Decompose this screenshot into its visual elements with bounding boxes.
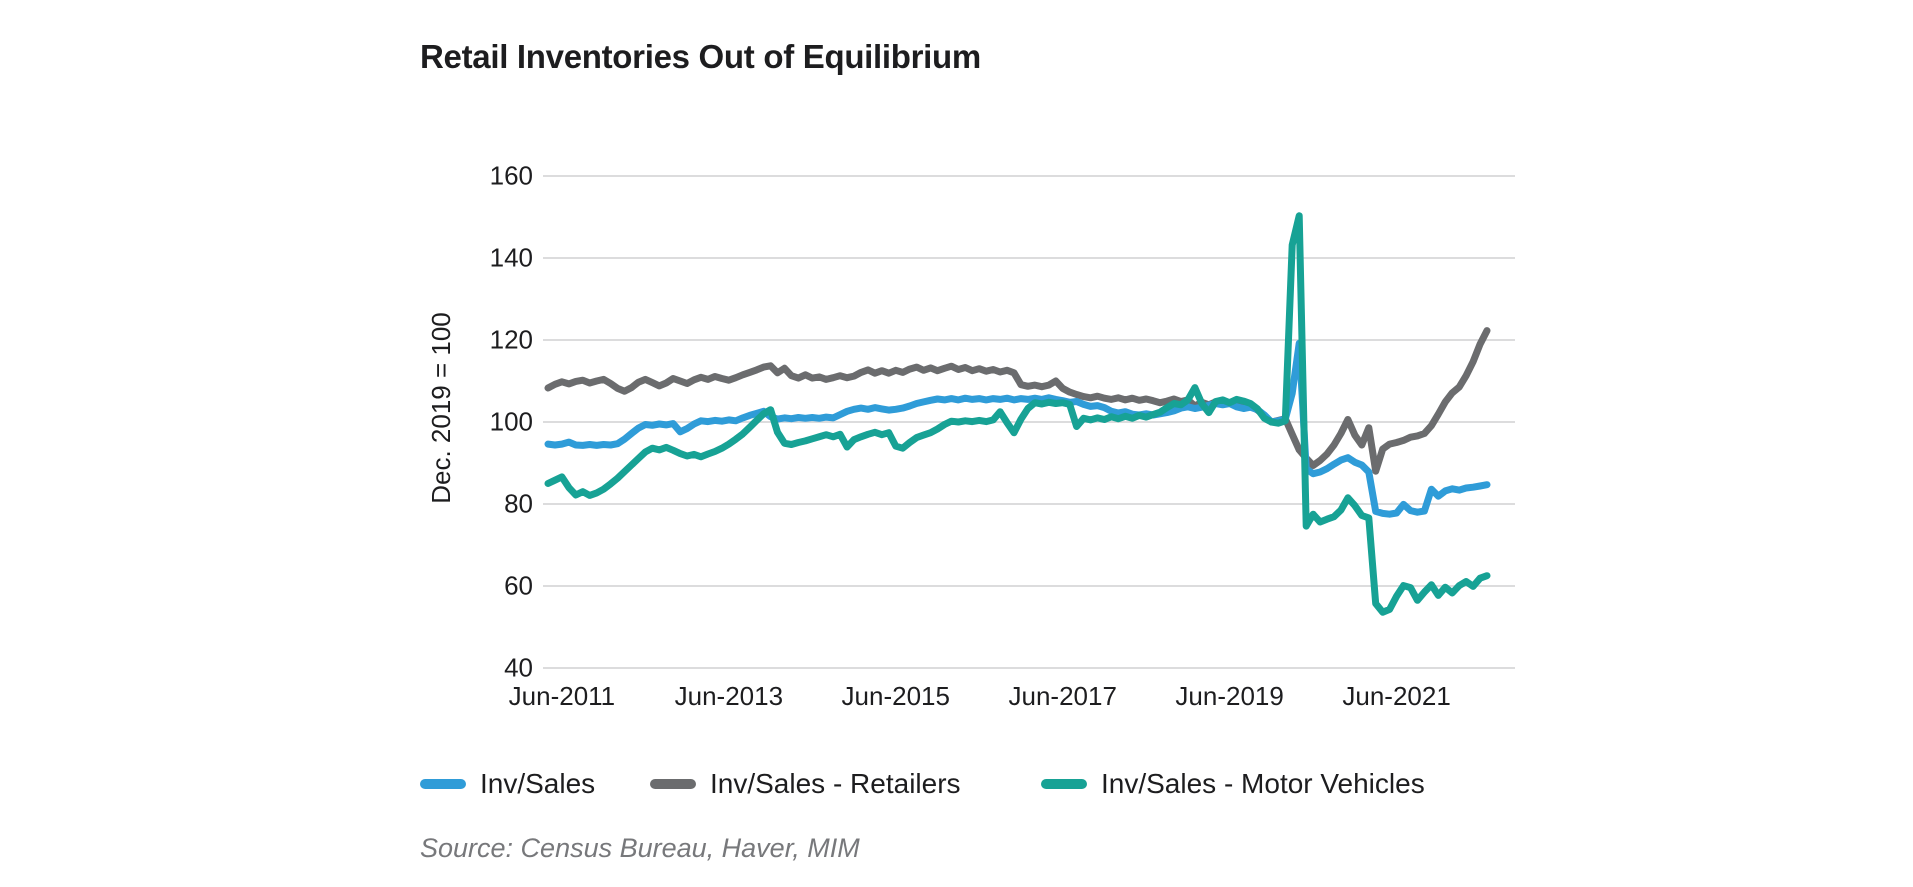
y-axis-tick-label: 100	[489, 406, 533, 437]
legend-marker-icon	[420, 779, 466, 789]
series-line-inv-sales-motor-vehicles	[544, 212, 1491, 616]
y-axis-tick-label: 40	[504, 652, 533, 683]
x-axis-tick-label: Jun-2017	[1008, 681, 1117, 711]
legend-label: Inv/Sales - Motor Vehicles	[1101, 768, 1425, 799]
series-line-inv-sales	[544, 339, 1491, 518]
y-axis-tick-label: 120	[489, 324, 533, 355]
legend-item-inv-sales-motor-vehicles: Inv/Sales - Motor Vehicles	[1041, 765, 1425, 803]
legend-label: Inv/Sales	[480, 768, 596, 799]
y-axis-tick-label: 160	[489, 160, 533, 191]
y-axis-tick-label: 80	[504, 488, 533, 519]
x-axis-tick-label: Jun-2013	[674, 681, 784, 711]
source-note: Source: Census Bureau, Haver, MIM	[420, 833, 860, 863]
x-axis-tick-label: Jun-2019	[1175, 681, 1284, 711]
chart-title: Retail Inventories Out of Equilibrium	[420, 38, 981, 75]
legend-label: Inv/Sales - Retailers	[710, 768, 961, 799]
y-axis-tick-label: 140	[489, 242, 533, 273]
legend-marker-icon	[1041, 779, 1087, 789]
x-axis-tick-label: Jun-2015	[841, 681, 950, 711]
plot-area	[543, 175, 1515, 669]
x-axis-tick-label: Jun-2011	[508, 681, 616, 711]
legend-marker-icon	[650, 779, 696, 789]
y-axis-tick-label: 60	[504, 570, 533, 601]
legend-item-inv-sales-retailers: Inv/Sales - Retailers	[650, 765, 961, 803]
x-axis-tick-label: Jun-2021	[1342, 681, 1451, 711]
legend-item-inv-sales: Inv/Sales	[420, 765, 595, 803]
series-line-inv-sales-retailers	[544, 327, 1491, 475]
